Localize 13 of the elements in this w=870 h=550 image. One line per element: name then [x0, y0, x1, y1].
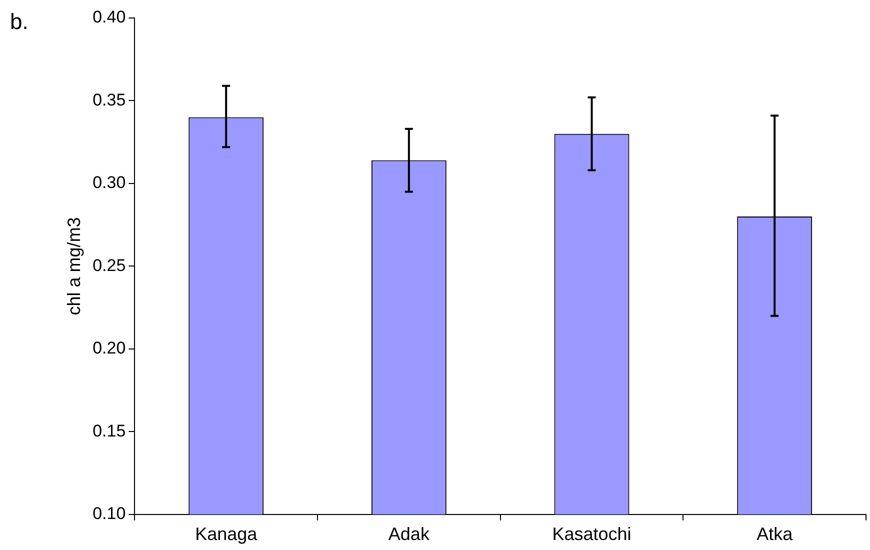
x-tick-label: Kanaga	[195, 524, 258, 544]
y-tick-label: 0.40	[92, 8, 126, 27]
y-tick-label: 0.25	[92, 256, 126, 275]
y-tick-label: 0.15	[92, 421, 126, 440]
y-tick-label: 0.20	[92, 338, 126, 358]
text: b.	[10, 9, 28, 34]
y-tick-label: 0.30	[92, 173, 126, 192]
x-tick-label: Kasatochi	[552, 524, 632, 544]
y-tick-label: 0.10	[92, 504, 126, 524]
x-tick-label: Atka	[756, 524, 794, 544]
y-axis-title: chl a mg/m3	[64, 217, 84, 316]
x-tick-label: Adak	[388, 524, 430, 544]
y-tick-label: 0.35	[92, 90, 126, 110]
